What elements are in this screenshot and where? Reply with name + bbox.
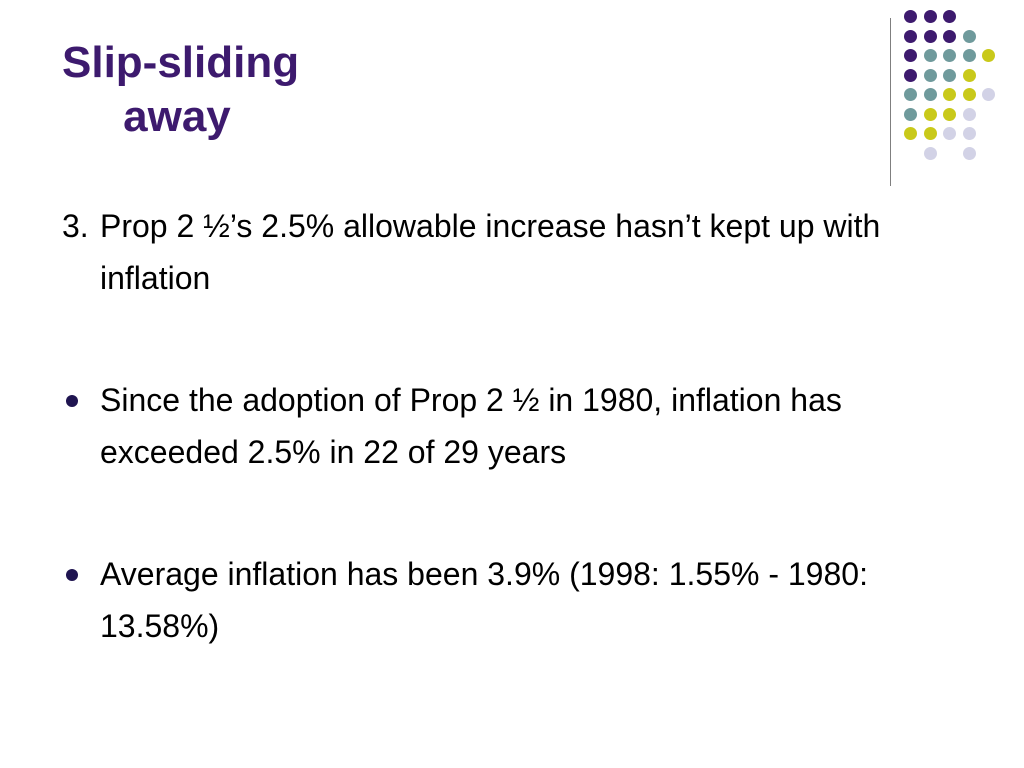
bullet-dot-icon: [66, 569, 78, 581]
purple-dot-icon: [923, 10, 937, 23]
bullet-item: Average inflation has been 3.9% (1998: 1…: [62, 548, 982, 652]
purple-dot-icon: [943, 10, 956, 23]
lavender-dot-icon: [962, 127, 976, 140]
purple-dot-icon: [904, 49, 917, 62]
purple-dot-icon: [904, 10, 917, 23]
teal-dot-icon: [923, 49, 937, 62]
yellow-dot-icon: [923, 107, 937, 121]
bullet-dot-icon: [66, 395, 78, 407]
purple-dot-icon: [943, 29, 956, 43]
teal-dot-icon: [904, 107, 917, 121]
teal-dot-icon: [962, 29, 976, 43]
yellow-dot-icon: [923, 127, 937, 140]
bullet-item: Since the adoption of Prop 2 ½ in 1980, …: [62, 374, 982, 478]
yellow-dot-icon: [982, 49, 995, 62]
numbered-item-text: Prop 2 ½’s 2.5% allowable increase hasn’…: [100, 208, 881, 296]
decorative-dot-grid: [904, 10, 1004, 170]
teal-dot-icon: [962, 49, 976, 62]
yellow-dot-icon: [904, 127, 917, 140]
lavender-dot-icon: [962, 146, 976, 160]
teal-dot-icon: [943, 49, 956, 62]
purple-dot-icon: [923, 29, 937, 43]
yellow-dot-icon: [962, 88, 976, 101]
lavender-dot-icon: [943, 127, 956, 140]
lavender-dot-icon: [982, 88, 995, 101]
teal-dot-icon: [904, 88, 917, 101]
vertical-divider: [890, 18, 891, 186]
bullet-text: Since the adoption of Prop 2 ½ in 1980, …: [100, 382, 842, 470]
purple-dot-icon: [904, 68, 917, 82]
slide-title-line-1: Slip-sliding: [62, 38, 300, 87]
yellow-dot-icon: [962, 68, 976, 82]
yellow-dot-icon: [943, 88, 956, 101]
teal-dot-icon: [923, 88, 937, 101]
slide-body: 3. Prop 2 ½’s 2.5% allowable increase ha…: [62, 200, 982, 722]
slide-title-line-2: away: [62, 92, 231, 141]
bullet-text: Average inflation has been 3.9% (1998: 1…: [100, 556, 868, 644]
teal-dot-icon: [923, 68, 937, 82]
purple-dot-icon: [904, 29, 917, 43]
numbered-item: 3. Prop 2 ½’s 2.5% allowable increase ha…: [62, 200, 982, 304]
teal-dot-icon: [943, 68, 956, 82]
lavender-dot-icon: [962, 107, 976, 121]
slide-title: Slip-sliding away: [62, 36, 622, 144]
item-number: 3.: [62, 208, 89, 244]
yellow-dot-icon: [943, 107, 956, 121]
lavender-dot-icon: [923, 146, 937, 160]
